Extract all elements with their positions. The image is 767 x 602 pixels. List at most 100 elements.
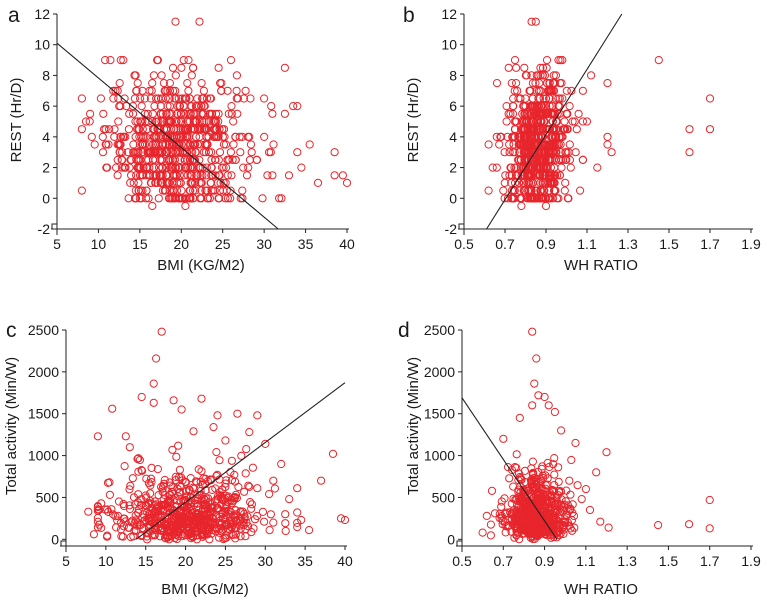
panel-c-ticks: 5 10 15 20 25 30 35 40 0 500 1000 1500 2000 2500 <box>28 322 353 569</box>
data-point <box>543 140 552 149</box>
data-point <box>245 155 255 164</box>
data-point <box>172 186 182 195</box>
data-point <box>514 469 524 478</box>
data-point <box>531 186 540 195</box>
data-point <box>159 527 169 536</box>
data-point <box>163 102 172 111</box>
data-point <box>542 171 551 180</box>
data-point <box>514 155 524 164</box>
data-point <box>529 483 538 492</box>
panel-b: b REST (Hr/D) WH RATIO 0.5 0.7 0.9 1.1 1.3 1.… <box>403 4 761 274</box>
data-point <box>532 71 541 80</box>
data-point <box>510 56 520 65</box>
data-point <box>535 171 544 180</box>
panel-c-ylabel: Total activity (Min/W) <box>3 357 20 495</box>
data-point <box>156 148 165 157</box>
data-point <box>192 535 201 544</box>
data-point <box>551 71 561 80</box>
data-point <box>111 512 120 521</box>
data-point <box>177 117 186 126</box>
data-point <box>187 508 196 518</box>
data-point <box>554 477 563 486</box>
data-point <box>154 194 163 203</box>
data-point <box>507 163 516 172</box>
data-point <box>165 495 174 504</box>
data-point <box>269 518 278 527</box>
data-point <box>185 94 194 103</box>
data-point <box>554 527 563 536</box>
data-point <box>222 186 231 195</box>
data-point <box>232 86 241 95</box>
data-point <box>177 516 186 525</box>
data-point <box>150 148 159 157</box>
data-point <box>194 517 204 526</box>
data-point <box>535 109 544 118</box>
data-point <box>150 102 159 111</box>
data-point <box>532 125 542 134</box>
data-point <box>177 405 186 414</box>
data-point <box>185 194 194 203</box>
data-point <box>285 495 294 504</box>
data-point <box>188 140 197 149</box>
y-tick-label: 0 <box>51 531 59 547</box>
data-point <box>507 465 517 475</box>
data-point <box>504 63 513 72</box>
data-point <box>554 155 564 164</box>
data-point <box>561 178 570 187</box>
data-point <box>510 86 519 95</box>
data-point <box>568 500 577 509</box>
data-point <box>165 478 174 487</box>
data-point <box>545 79 554 88</box>
x-tick-label: 20 <box>173 236 189 252</box>
data-point <box>129 178 138 187</box>
data-point <box>105 125 114 134</box>
data-point <box>191 148 200 157</box>
data-point <box>260 132 269 141</box>
data-point <box>128 102 137 111</box>
data-point <box>602 448 611 457</box>
data-point <box>221 491 230 500</box>
panel-d-fit-line <box>461 397 558 540</box>
data-point <box>297 515 306 525</box>
x-tick-label: 0.9 <box>536 236 556 252</box>
data-point <box>191 102 200 111</box>
data-point <box>124 194 133 203</box>
data-point <box>166 148 175 157</box>
data-point <box>517 519 526 529</box>
data-point <box>120 94 129 103</box>
data-point <box>152 354 161 363</box>
data-point <box>527 17 536 26</box>
data-point <box>149 398 158 407</box>
data-point <box>155 171 164 180</box>
data-point <box>226 194 235 203</box>
data-point <box>268 109 277 118</box>
data-point <box>175 465 184 474</box>
data-point <box>163 163 172 172</box>
data-point <box>131 526 140 535</box>
data-point <box>534 391 543 400</box>
data-point <box>553 491 563 500</box>
panel-c-axes <box>60 330 347 552</box>
y-tick-label: 500 <box>36 489 60 505</box>
data-point <box>536 86 545 95</box>
panel-d-ylabel: Total activity (Min/W) <box>405 357 422 495</box>
data-point <box>147 86 156 95</box>
y-tick-label: 0 <box>42 190 50 206</box>
data-point <box>202 171 211 180</box>
data-point <box>173 178 182 187</box>
data-point <box>181 492 191 501</box>
data-point <box>222 163 231 172</box>
data-point <box>520 109 529 118</box>
data-point <box>135 125 144 134</box>
data-point <box>560 125 569 134</box>
data-point <box>168 445 177 454</box>
data-point <box>161 94 170 103</box>
data-point <box>242 171 252 180</box>
panel-a-fit-line <box>56 42 279 230</box>
data-point <box>199 102 208 111</box>
y-tick-label: 12 <box>34 6 50 22</box>
data-point <box>523 514 533 523</box>
panel-a-points <box>77 17 352 211</box>
data-point <box>515 413 524 422</box>
data-point <box>554 194 563 203</box>
